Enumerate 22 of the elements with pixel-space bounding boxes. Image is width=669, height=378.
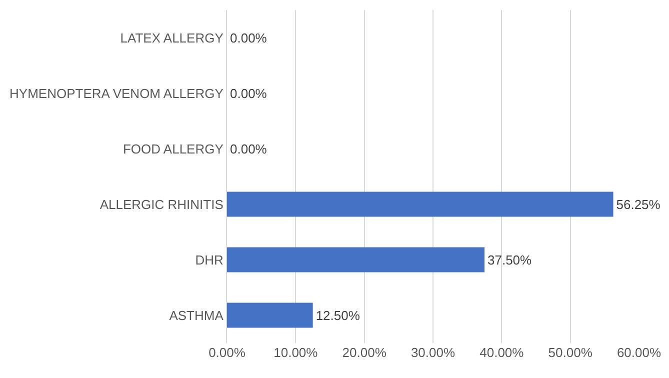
data-label: 12.50% (316, 308, 360, 323)
data-label: 0.00% (230, 141, 268, 156)
y-tick-label: ALLERGIC RHINITIS (100, 196, 224, 212)
y-tick-label: HYMENOPTERA VENOM ALLERGY (10, 86, 224, 101)
data-label: 0.00% (230, 30, 268, 46)
y-tick-label: LATEX ALLERGY (120, 30, 224, 46)
y-tick-label: DHR (195, 252, 224, 268)
bar (227, 302, 313, 328)
bar (227, 192, 614, 217)
data-label: 56.25% (616, 196, 661, 212)
x-tick-label: 20.00% (342, 345, 387, 360)
bar (227, 247, 484, 272)
x-tick-label: 0.00% (208, 345, 246, 360)
y-tick-label: FOOD ALLERGY (122, 141, 224, 156)
y-tick-label: ASTHMA (169, 308, 224, 323)
data-label: 0.00% (230, 86, 268, 101)
x-tick-label: 10.00% (274, 345, 318, 360)
x-tick-label: 50.00% (548, 345, 593, 360)
x-tick-label: 30.00% (410, 345, 456, 360)
x-tick-label: 60.00% (616, 345, 662, 360)
x-tick-label: 40.00% (480, 345, 524, 360)
data-label: 37.50% (488, 252, 532, 268)
